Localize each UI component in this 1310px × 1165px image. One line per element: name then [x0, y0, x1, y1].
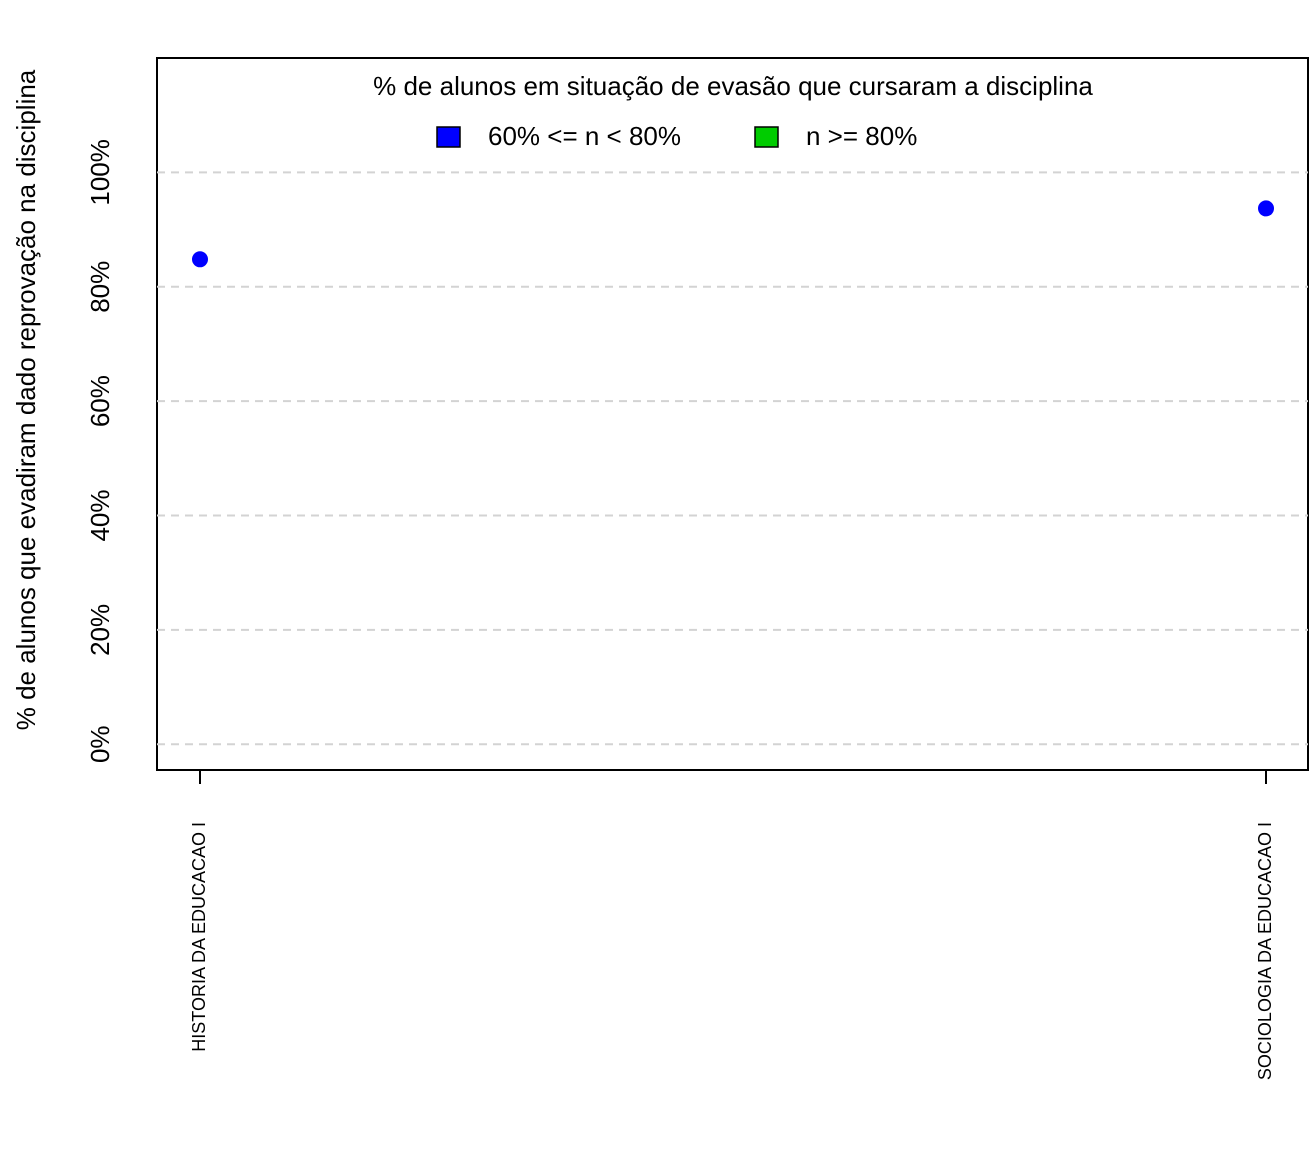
plot-frame — [156, 57, 1309, 771]
legend-swatch — [436, 126, 461, 148]
y-tick-label: 0% — [85, 725, 115, 763]
legend-label: n >= 80% — [806, 121, 917, 151]
y-tick-label: 100% — [85, 139, 115, 206]
legend-label: 60% <= n < 80% — [488, 121, 681, 151]
x-tick-label: HISTORIA DA EDUCACAO I — [189, 822, 209, 1052]
y-axis-title: % de alunos que evadiram dado reprovação… — [11, 69, 41, 730]
point — [1258, 200, 1274, 217]
legend-swatch — [754, 126, 779, 148]
x-tick-label: SOCIOLOGIA DA EDUCACAO I — [1255, 822, 1275, 1080]
y-tick-label: 60% — [85, 375, 115, 427]
y-tick-label: 40% — [85, 489, 115, 541]
legend-title: % de alunos em situação de evasão que cu… — [373, 71, 1093, 101]
point — [192, 251, 208, 268]
y-tick-label: 80% — [85, 261, 115, 313]
y-tick-label: 20% — [85, 604, 115, 656]
